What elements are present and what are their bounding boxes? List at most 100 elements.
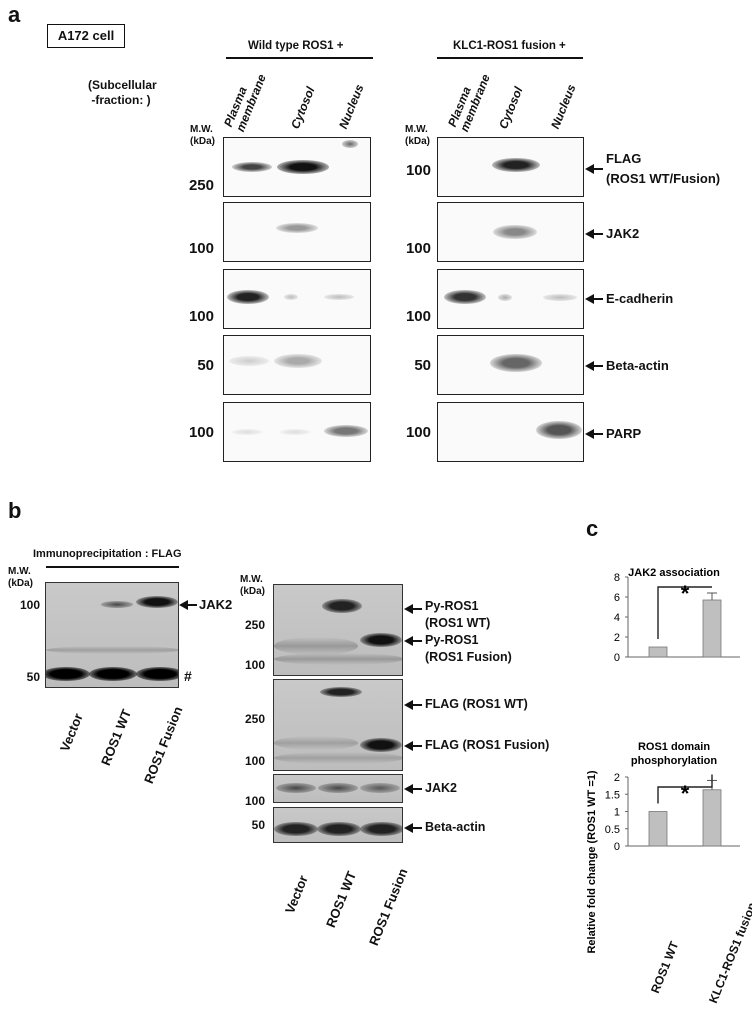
label-b-jak2-right: JAK2	[425, 781, 457, 795]
arrow-b-jak2	[179, 600, 197, 610]
arrow-b-jak2-right	[404, 784, 422, 794]
lane-label-cytosol-2: Cytosol	[496, 84, 526, 131]
blot-py-ros1	[273, 584, 403, 676]
mw-header-b-left: M.W. (kDa)	[8, 566, 34, 589]
arrow-a-jak2	[585, 229, 603, 239]
blot-actin-right	[273, 807, 403, 843]
label-a-jak2: JAK2	[606, 226, 640, 241]
chart1-ytick-label-2: 4	[614, 612, 620, 624]
blot-ip-flag	[45, 582, 179, 688]
blot-jak2-wt	[223, 202, 371, 262]
panel-b-letter: b	[8, 498, 22, 523]
cell-line-box: A172 cell	[47, 24, 125, 48]
blot-jak2-fusion	[437, 202, 584, 262]
arrow-b-py-fusion	[404, 636, 422, 646]
lane-label-plasma-1: Plasma membrane	[221, 72, 269, 134]
group1-title: Wild type ROS1 +	[248, 40, 344, 52]
mw-a2-1: 100	[405, 240, 431, 257]
mw-b-left-100: 100	[19, 598, 40, 612]
lane-b-right-wt: ROS1 WT	[323, 869, 360, 930]
chart2-ytick-label-0: 0	[614, 841, 620, 853]
blot-parp-fusion	[437, 402, 584, 462]
chart2-sig-star: *	[681, 781, 690, 806]
lane-b-left-wt: ROS1 WT	[98, 707, 135, 768]
mw-a1-3: 50	[197, 357, 214, 374]
chart1-title: JAK2 association	[628, 567, 720, 579]
label-b-hash: #	[184, 668, 192, 684]
chart1-ytick-label-4: 8	[614, 572, 620, 584]
blot-ecad-fusion	[437, 269, 584, 329]
label-a-parp: PARP	[606, 426, 642, 441]
lane-label-cytosol-1: Cytosol	[288, 84, 318, 131]
chart2-ytick-label-1: 0.5	[605, 824, 620, 836]
chart1-bar-0	[648, 646, 668, 658]
chart-ylabel: Relative fold change (ROS1 WT =1)	[586, 770, 598, 953]
arrow-a-actin	[585, 361, 603, 371]
lane-b-right-fusion: ROS1 Fusion	[366, 866, 411, 948]
panel-a-letter: a	[8, 2, 21, 27]
chart2-ytick-label-3: 1.5	[605, 789, 620, 801]
blot-parp-wt	[223, 402, 371, 462]
lane-label-nucleus-2: Nucleus	[548, 82, 579, 131]
chart1-ytick-label-1: 2	[614, 632, 620, 644]
ip-bar	[46, 566, 179, 568]
chart2: 0 0.5 1 1.5 2 *	[605, 772, 740, 853]
blot-flag-wt	[223, 137, 371, 197]
label-a-actin: Beta-actin	[606, 358, 669, 373]
chart1-sig-bracket	[657, 586, 712, 639]
panel-c-letter: c	[586, 516, 599, 541]
blot-actin-wt	[223, 335, 371, 395]
fraction-label: (Subcellular -fraction: )	[88, 78, 157, 107]
chart2-title-line2: phosphorylation	[631, 755, 717, 767]
lane-label-nucleus-1: Nucleus	[336, 82, 367, 131]
label-b-actin-right: Beta-actin	[425, 820, 486, 834]
mw-b-left-50: 50	[26, 670, 40, 684]
arrow-b-py-wt	[404, 604, 422, 614]
mw-a2-2: 100	[405, 308, 431, 325]
chart2-ytick-label-2: 1	[614, 807, 620, 819]
mw-a2-3: 50	[414, 357, 431, 374]
label-b-flag-wt: FLAG (ROS1 WT)	[425, 697, 528, 711]
lane-label-plasma-2: Plasma membrane	[445, 72, 493, 134]
label-a-ecad: E-cadherin	[606, 291, 674, 306]
label-b-py-fusion: Py-ROS1 (ROS1 Fusion)	[425, 633, 512, 664]
chart1-ytick-label-0: 0	[614, 652, 620, 664]
mw-a1-0: 250	[188, 177, 214, 194]
lane-b-left-fusion: ROS1 Fusion	[141, 704, 186, 786]
mw-b-right-2: 250	[244, 712, 265, 726]
ip-title: Immunoprecipitation : FLAG	[33, 548, 182, 560]
chart2-bar-0	[648, 811, 668, 847]
chart2-title-line1: ROS1 domain	[638, 741, 710, 753]
chart1-bar-1	[702, 599, 722, 658]
mw-b-right-0: 250	[244, 618, 265, 632]
label-b-py-wt: Py-ROS1 (ROS1 WT)	[425, 599, 491, 630]
mw-header-a1: M.W. (kDa)	[190, 124, 216, 147]
arrow-b-actin-right	[404, 823, 422, 833]
chart1-sig-star: *	[681, 581, 690, 606]
blot-flag-fusion	[437, 137, 584, 197]
label-a-flag: FLAG (ROS1 WT/Fusion)	[606, 151, 721, 186]
mw-a2-0: 100	[405, 162, 431, 179]
label-b-jak2: JAK2	[199, 597, 233, 612]
mw-b-right-5: 50	[251, 818, 265, 832]
label-b-flag-fusion: FLAG (ROS1 Fusion)	[425, 738, 550, 752]
mw-a1-2: 100	[188, 308, 214, 325]
chart2-bar-1	[702, 789, 722, 847]
mw-a2-4: 100	[405, 424, 431, 441]
mw-b-right-3: 100	[244, 754, 265, 768]
mw-header-b-right: M.W. (kDa)	[240, 574, 266, 597]
blot-actin-fusion	[437, 335, 584, 395]
blot-jak2-right	[273, 774, 403, 803]
panel-c-charts: JAK2 association 0 2 4 6 8 * ROS1 domain phos…	[586, 567, 740, 954]
chart1: 0 2 4 6 8 *	[614, 572, 740, 664]
arrow-b-flag-fusion	[404, 741, 422, 751]
group2-title: KLC1-ROS1 fusion +	[453, 40, 566, 52]
arrow-a-parp	[585, 429, 603, 439]
mw-header-a2: M.W. (kDa)	[405, 124, 431, 147]
mw-b-right-1: 100	[244, 658, 265, 672]
arrow-b-flag-wt	[404, 700, 422, 710]
arrow-a-flag	[585, 164, 603, 174]
mw-b-right-4: 100	[244, 794, 265, 808]
chart1-ytick-label-3: 6	[614, 592, 620, 604]
blot-ecad-wt	[223, 269, 371, 329]
